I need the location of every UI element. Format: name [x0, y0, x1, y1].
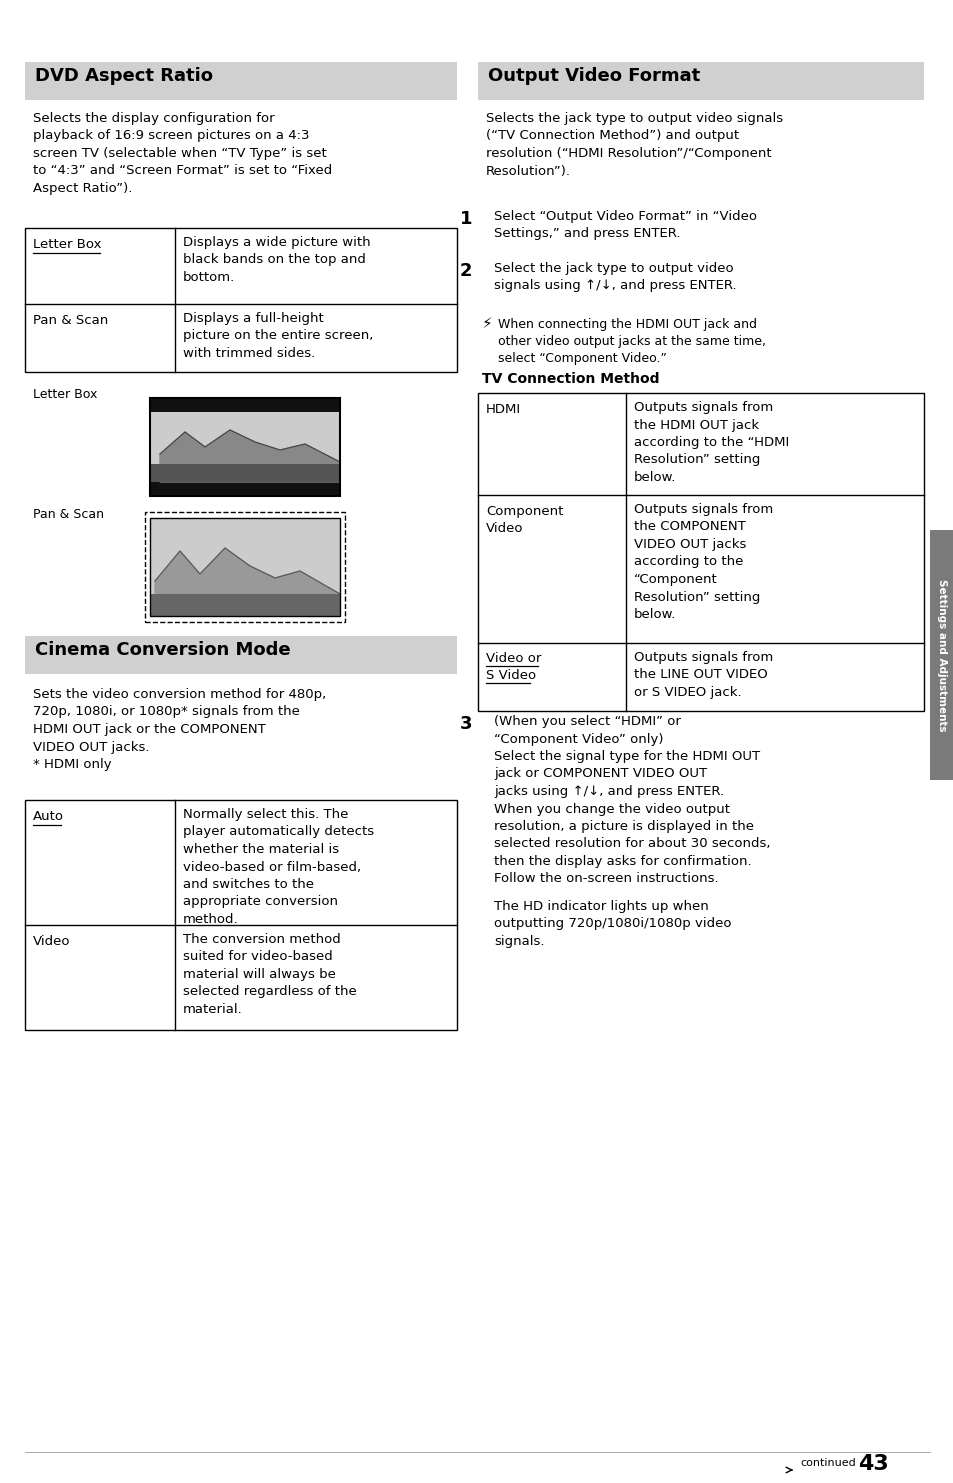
- Text: 43: 43: [857, 1453, 888, 1474]
- Text: The conversion method
suited for video-based
material will always be
selected re: The conversion method suited for video-b…: [183, 933, 356, 1016]
- Text: Pan & Scan: Pan & Scan: [33, 314, 108, 326]
- Text: When connecting the HDMI OUT jack and
other video output jacks at the same time,: When connecting the HDMI OUT jack and ot…: [497, 317, 765, 365]
- Bar: [25, 228, 456, 372]
- Text: HDMI: HDMI: [485, 403, 520, 417]
- Text: Displays a full-height
picture on the entire screen,
with trimmed sides.: Displays a full-height picture on the en…: [183, 311, 373, 360]
- Bar: [150, 482, 339, 495]
- Bar: [150, 464, 339, 482]
- Bar: [150, 397, 339, 495]
- Text: Selects the jack type to output video signals
(“TV Connection Method”) and outpu: Selects the jack type to output video si…: [485, 113, 782, 178]
- Text: DVD Aspect Ratio: DVD Aspect Ratio: [35, 67, 213, 85]
- Bar: [145, 512, 345, 621]
- Bar: [477, 393, 923, 710]
- Bar: [25, 62, 456, 99]
- Polygon shape: [154, 549, 339, 615]
- Text: Outputs signals from
the HDMI OUT jack
according to the “HDMI
Resolution” settin: Outputs signals from the HDMI OUT jack a…: [634, 400, 788, 483]
- Text: Settings and Adjustments: Settings and Adjustments: [936, 578, 946, 731]
- Text: The HD indicator lights up when
outputting 720p/1080i/1080p video
signals.: The HD indicator lights up when outputti…: [494, 900, 731, 948]
- Text: Auto: Auto: [33, 810, 64, 823]
- Text: Sets the video conversion method for 480p,
720p, 1080i, or 1080p* signals from t: Sets the video conversion method for 480…: [33, 688, 326, 771]
- Text: Video: Video: [33, 934, 71, 948]
- Bar: [929, 529, 953, 780]
- Bar: [25, 636, 456, 673]
- Text: Component
Video: Component Video: [485, 506, 563, 535]
- Text: Letter Box: Letter Box: [33, 237, 101, 251]
- Text: Video or: Video or: [485, 653, 540, 664]
- Bar: [150, 397, 339, 495]
- Bar: [150, 397, 339, 412]
- Bar: [150, 595, 339, 615]
- Bar: [477, 62, 923, 99]
- Bar: [150, 412, 339, 482]
- Bar: [25, 799, 456, 1031]
- Text: Displays a wide picture with
black bands on the top and
bottom.: Displays a wide picture with black bands…: [183, 236, 370, 285]
- Bar: [150, 518, 339, 615]
- Text: Normally select this. The
player automatically detects
whether the material is
v: Normally select this. The player automat…: [183, 808, 374, 925]
- Text: 2: 2: [459, 262, 472, 280]
- Text: Selects the display configuration for
playback of 16:9 screen pictures on a 4:3
: Selects the display configuration for pl…: [33, 113, 332, 194]
- Bar: [150, 518, 339, 615]
- Text: Select the jack type to output video
signals using ↑/↓, and press ENTER.: Select the jack type to output video sig…: [494, 262, 736, 292]
- Text: TV Connection Method: TV Connection Method: [481, 372, 659, 386]
- Text: continued: continued: [800, 1458, 855, 1468]
- Text: S Video: S Video: [485, 669, 536, 682]
- Text: Cinema Conversion Mode: Cinema Conversion Mode: [35, 641, 291, 658]
- Text: 1: 1: [459, 211, 472, 228]
- Text: ⚡: ⚡: [481, 316, 493, 331]
- Polygon shape: [160, 430, 339, 482]
- Text: Output Video Format: Output Video Format: [488, 67, 700, 85]
- Text: Select “Output Video Format” in “Video
Settings,” and press ENTER.: Select “Output Video Format” in “Video S…: [494, 211, 757, 240]
- Text: Outputs signals from
the COMPONENT
VIDEO OUT jacks
according to the
“Component
R: Outputs signals from the COMPONENT VIDEO…: [634, 503, 773, 621]
- Text: 3: 3: [459, 715, 472, 733]
- Text: Pan & Scan: Pan & Scan: [33, 509, 104, 521]
- Text: Outputs signals from
the LINE OUT VIDEO
or S VIDEO jack.: Outputs signals from the LINE OUT VIDEO …: [634, 651, 773, 698]
- Text: (When you select “HDMI” or
“Component Video” only)
Select the signal type for th: (When you select “HDMI” or “Component Vi…: [494, 715, 770, 885]
- Text: Letter Box: Letter Box: [33, 389, 97, 400]
